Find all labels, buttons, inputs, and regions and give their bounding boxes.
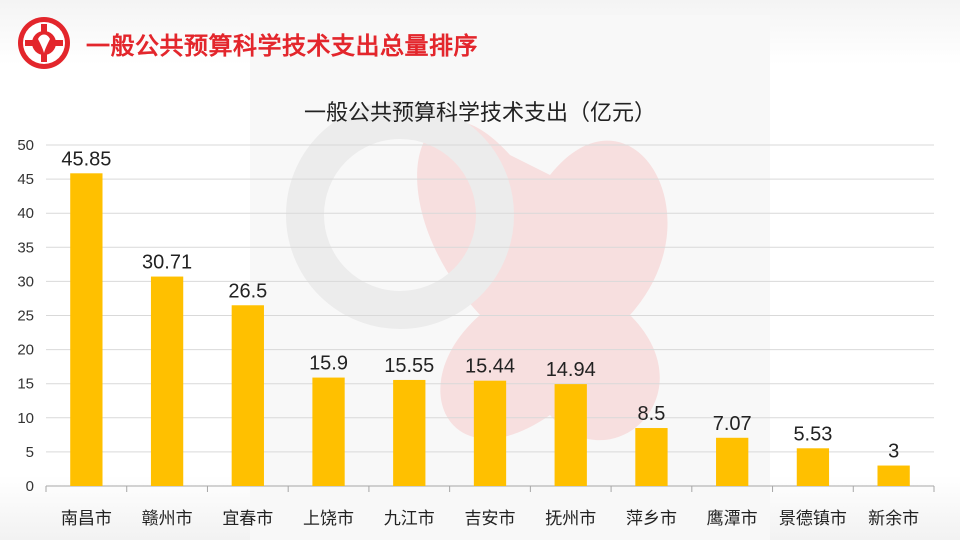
data-label: 15.55 [384, 355, 434, 377]
bar [635, 428, 668, 486]
x-tick-label: 南昌市 [61, 509, 112, 529]
data-label: 14.94 [546, 359, 596, 381]
page-title: 一般公共预算科学技术支出总量排序 [86, 31, 478, 60]
data-label: 5.53 [793, 423, 832, 445]
chart-title: 一般公共预算科学技术支出（亿元） [303, 101, 656, 126]
bar [473, 380, 507, 486]
y-tick-label: 30 [17, 273, 34, 290]
x-tick-label: 宜春市 [222, 509, 273, 529]
data-label: 15.9 [309, 353, 348, 375]
y-tick-label: 25 [17, 308, 34, 325]
x-tick-label: 赣州市 [142, 509, 193, 529]
y-tick-label: 40 [17, 205, 34, 222]
x-tick-label: 新余市 [868, 509, 919, 529]
y-tick-label: 5 [26, 444, 34, 461]
bar [312, 377, 345, 486]
bar [70, 173, 103, 487]
bar [393, 379, 426, 486]
y-tick-label: 0 [26, 478, 34, 495]
x-tick-label: 九江市 [384, 509, 435, 529]
y-tick-label: 10 [17, 410, 34, 427]
data-label: 8.5 [638, 403, 666, 425]
bar [716, 437, 749, 486]
y-tick-label: 45 [17, 171, 34, 188]
x-tick-label: 鹰潭市 [707, 509, 758, 529]
x-tick-label: 萍乡市 [626, 509, 677, 529]
data-label: 30.71 [142, 252, 192, 274]
red-gear-logo-icon [18, 17, 70, 69]
bar [796, 448, 830, 486]
x-tick-label: 景德镇市 [779, 509, 847, 529]
data-label: 45.85 [61, 148, 111, 170]
bar [150, 276, 184, 486]
bar [554, 384, 587, 486]
bar [231, 305, 264, 486]
bar [877, 465, 910, 486]
y-tick-label: 35 [17, 239, 34, 256]
x-tick-label: 抚州市 [545, 509, 596, 529]
data-label: 26.5 [228, 280, 267, 302]
watermark-logo-icon [250, 15, 770, 540]
y-tick-label: 50 [17, 137, 34, 154]
page-header: 一般公共预算科学技术支出总量排序 [16, 17, 716, 69]
x-tick-label: 吉安市 [465, 509, 516, 529]
data-label: 3 [888, 441, 899, 463]
y-tick-label: 20 [17, 342, 34, 359]
x-tick-label: 上饶市 [303, 509, 354, 529]
data-label: 15.44 [465, 356, 515, 378]
data-label: 7.07 [713, 413, 752, 435]
y-tick-label: 15 [17, 376, 34, 393]
